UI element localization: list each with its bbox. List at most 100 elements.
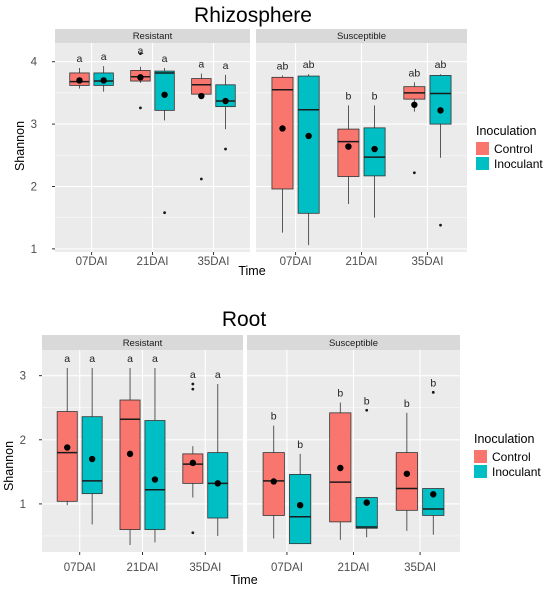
- box-35dai-control: a: [182, 369, 204, 535]
- significance-letter: a: [152, 353, 158, 365]
- significance-letter: b: [404, 398, 410, 410]
- outlier-point: [439, 223, 442, 227]
- x-tick-label: 35DAI: [411, 256, 443, 268]
- significance-letter: ab: [277, 60, 289, 72]
- outlier-point: [199, 177, 203, 181]
- legend-key-control: [474, 450, 487, 463]
- mean-point: [137, 74, 144, 81]
- rhizosphere-title: Rhizosphere: [194, 4, 312, 27]
- facet-strip-label: Resistant: [123, 338, 163, 349]
- x-tick-label: 21DAI: [338, 562, 370, 574]
- facet-resistant: Resistant 07DAI 21DAI 35DAI 1 2 3 4 a a a a a a: [31, 29, 250, 268]
- significance-letter: a: [137, 45, 143, 57]
- box-07dai-inoculant: b: [289, 439, 312, 545]
- significance-letter: ab: [435, 59, 447, 71]
- facet-resistant: Resistant 07DAI 21DAI 35DAI 1 2 3 a a a a a a: [20, 335, 243, 574]
- root-y-axis-label: Shannon: [2, 441, 16, 491]
- facet-strip-label: Susceptible: [337, 31, 386, 42]
- mean-point: [363, 499, 370, 506]
- significance-letter: b: [297, 439, 303, 451]
- mean-point: [337, 464, 344, 472]
- box-21dai-inoculant: b: [355, 395, 378, 538]
- x-tick-label: 21DAI: [346, 256, 378, 268]
- mean-point: [222, 97, 229, 105]
- box-body: [297, 75, 320, 214]
- box-07dai-inoculant: a: [93, 51, 114, 92]
- legend-label-control: Control: [492, 450, 531, 464]
- box-body: [191, 78, 212, 95]
- box-07dai-control: ab: [271, 60, 294, 233]
- box-21dai-control: b: [329, 388, 352, 540]
- outlier-point: [224, 147, 227, 151]
- box-07dai-control: a: [56, 353, 78, 506]
- box-35dai-inoculant: b: [422, 377, 445, 535]
- mean-point: [214, 480, 221, 487]
- outlier-point: [191, 387, 195, 391]
- mean-point: [161, 91, 168, 98]
- x-tick-label: 07DAI: [76, 256, 108, 268]
- y-tick-label: 1: [31, 244, 37, 256]
- x-tick-label: 35DAI: [189, 562, 221, 574]
- x-tick-label: 21DAI: [137, 256, 169, 268]
- legend-title: Inoculation: [474, 432, 535, 446]
- significance-letter: ab: [303, 59, 315, 71]
- significance-letter: a: [223, 60, 229, 72]
- y-tick-label: 4: [31, 57, 38, 69]
- mean-point: [403, 470, 411, 477]
- x-tick-label: 07DAI: [280, 256, 312, 268]
- box-body: [337, 128, 360, 177]
- facet-strip: [42, 335, 243, 350]
- box-07dai-control: b: [262, 411, 285, 539]
- mean-point: [345, 143, 352, 150]
- box-35dai-inoculant: a: [215, 60, 236, 151]
- mean-point: [151, 476, 159, 483]
- box-body: [271, 76, 294, 190]
- mean-point: [371, 145, 378, 153]
- significance-letter: b: [337, 388, 343, 400]
- box-35dai-control: ab: [403, 67, 426, 175]
- box-07dai-control: a: [69, 53, 90, 89]
- mean-point: [198, 92, 205, 100]
- facet-strip: [247, 335, 460, 350]
- significance-letter: a: [77, 53, 83, 65]
- outlier-point: [139, 52, 142, 56]
- box-21dai-inoculant: a: [144, 353, 166, 543]
- outlier-point: [163, 211, 166, 215]
- box-body: [289, 474, 312, 545]
- significance-letter: a: [215, 369, 221, 381]
- x-tick-label: 07DAI: [64, 562, 96, 574]
- mean-point: [296, 501, 304, 509]
- mean-point: [430, 491, 437, 498]
- facet-susceptible: Susceptible 07DAI 21DAI 35DAI ab ab b b ab ab: [256, 29, 467, 268]
- significance-letter: a: [198, 59, 204, 71]
- mean-point: [100, 77, 107, 84]
- mean-point: [305, 132, 312, 140]
- root-title: Root: [222, 308, 267, 331]
- legend-rhizosphere: Inoculation Control Inoculant: [476, 124, 543, 171]
- facet-strip: [256, 29, 467, 43]
- significance-letter: a: [190, 369, 196, 381]
- legend-root: Inoculation Control Inoculant: [474, 432, 541, 479]
- outlier-point: [191, 531, 195, 535]
- mean-point: [64, 444, 71, 451]
- significance-letter: a: [89, 353, 95, 365]
- box-21dai-inoculant: b: [363, 90, 386, 218]
- facet-strip: [55, 29, 250, 43]
- facet-susceptible: Susceptible 07DAI 21DAI 35DAI b b b b b b: [247, 335, 460, 574]
- box-body: [182, 453, 204, 484]
- x-tick-label: 21DAI: [127, 562, 159, 574]
- mean-point: [279, 125, 286, 132]
- y-tick-label: 2: [20, 435, 26, 447]
- box-body: [355, 497, 378, 529]
- legend-label-inoculant: Inoculant: [492, 465, 541, 479]
- box-body: [119, 399, 141, 530]
- legend-key-inoculant: [476, 157, 489, 170]
- legend-title: Inoculation: [476, 124, 537, 138]
- box-body: [81, 416, 103, 495]
- significance-letter: ab: [409, 67, 421, 79]
- mean-point: [270, 478, 277, 485]
- significance-letter: b: [345, 90, 351, 102]
- mean-point: [126, 450, 134, 458]
- significance-letter: b: [430, 377, 436, 389]
- box-07dai-inoculant: ab: [297, 59, 320, 246]
